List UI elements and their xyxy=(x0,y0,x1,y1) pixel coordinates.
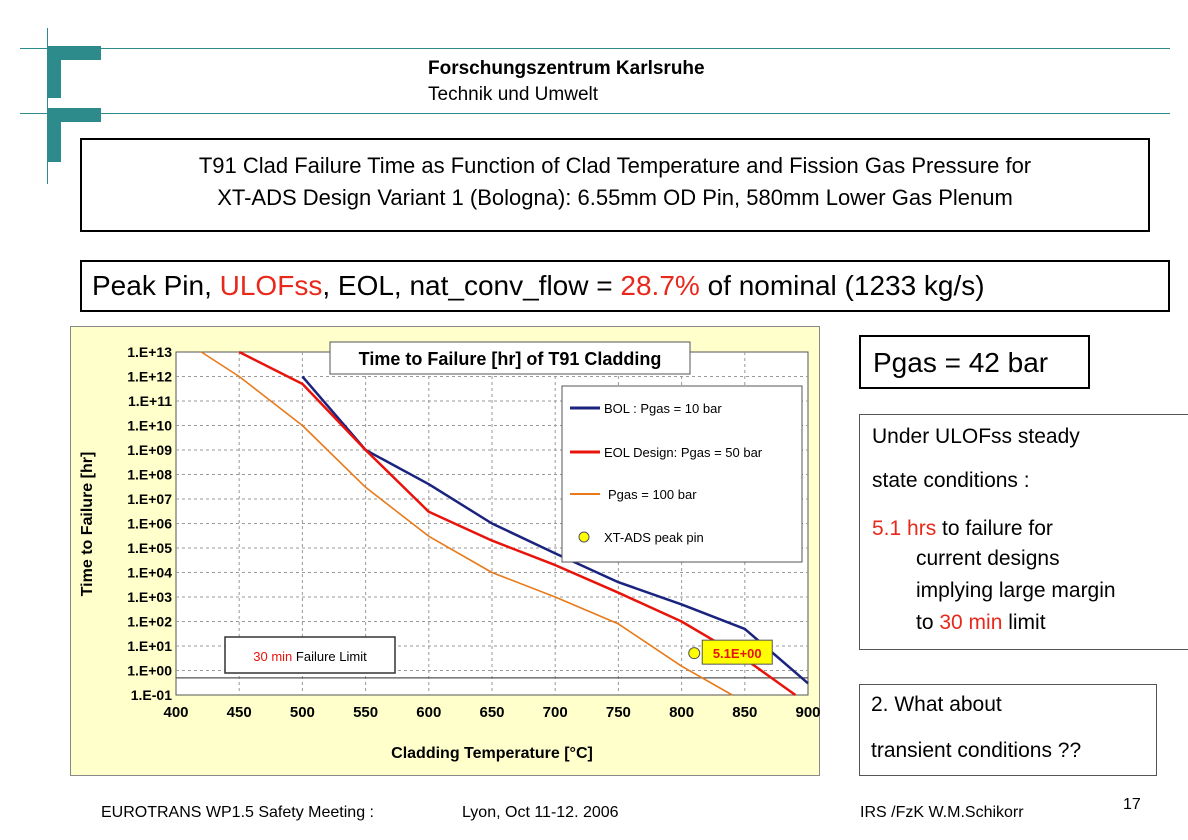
question-box: 2. What about transient conditions ?? xyxy=(859,684,1157,776)
pgas-box: Pgas = 42 bar xyxy=(859,335,1090,389)
subtitle-box: Peak Pin, ULOFss, EOL, nat_conv_flow = 2… xyxy=(80,260,1170,312)
series-line-pgas100 xyxy=(200,351,733,696)
subtitle-flow-percent: 28.7% xyxy=(620,270,700,301)
subtitle-part5: of nominal (1233 kg/s) xyxy=(699,270,985,301)
question-line1: 2. What about xyxy=(871,693,1002,716)
x-tick-label: 400 xyxy=(163,704,188,721)
x-tick-label: 850 xyxy=(732,704,757,721)
note-line3-rest: to failure for xyxy=(936,517,1053,540)
y-tick-label: 1.E+03 xyxy=(127,589,172,605)
note-line5: implying large margin xyxy=(916,579,1116,602)
note-line6: to 30 min limit xyxy=(916,611,1046,635)
peak-pin-value-label: 5.1E+00 xyxy=(713,646,762,661)
footer-place-date: Lyon, Oct 11-12. 2006 xyxy=(462,804,619,821)
x-tick-label: 800 xyxy=(669,704,694,721)
slide-title-line2: XT-ADS Design Variant 1 (Bologna): 6.55m… xyxy=(217,185,1013,210)
peak-pin-value-box xyxy=(701,639,773,665)
x-tick-label: 750 xyxy=(606,704,631,721)
failure-limit-label: 30 min Failure Limit xyxy=(253,649,367,664)
conditions-note-box: Under ULOFss steady state conditions : 5… xyxy=(859,414,1188,650)
x-tick-label: 600 xyxy=(416,704,441,721)
subtitle-part1: Peak Pin, xyxy=(92,270,220,301)
logo-bar-bottom-vertical xyxy=(47,108,61,162)
legend-label-eol: EOL Design: Pgas = 50 bar xyxy=(604,445,763,460)
header-rule-top xyxy=(20,48,1170,49)
note-line6-min: 30 min xyxy=(939,611,1003,634)
peak-pin-marker xyxy=(688,647,701,660)
note-line4: current designs xyxy=(916,547,1060,570)
logo-bar-top-vertical xyxy=(47,46,61,98)
failure-limit-label-rest: Failure Limit xyxy=(292,649,367,664)
y-tick-label: 1.E+12 xyxy=(127,369,172,385)
failure-limit-label-box xyxy=(224,636,396,674)
x-tick-label: 550 xyxy=(353,704,378,721)
y-tick-label: 1.E+06 xyxy=(127,516,172,532)
y-tick-label: 1.E+00 xyxy=(127,663,172,679)
subtitle-part3: , EOL, nat_conv_flow = xyxy=(322,270,621,301)
chart-legend: BOL : Pgas = 10 bar EOL Design: Pgas = 5… xyxy=(561,385,803,563)
failure-limit-label-minutes: 30 min xyxy=(253,649,292,664)
y-tick-label: 1.E+08 xyxy=(127,467,172,483)
x-tick-label: 450 xyxy=(227,704,252,721)
y-axis-label: Time to Failure [hr] xyxy=(79,452,96,597)
failure-time-chart: 30 min Failure Limit 5.1E+00 400 450 500 55… xyxy=(70,326,820,776)
footer-author: IRS /FzK W.M.Schikorr xyxy=(860,804,1024,821)
x-tick-label: 650 xyxy=(479,704,504,721)
y-tick-label: 1.E+01 xyxy=(127,638,172,654)
series-line-bol xyxy=(301,375,809,685)
subtitle-scenario: ULOFss xyxy=(219,270,323,301)
x-tick-label: 700 xyxy=(543,704,568,721)
y-tick-label: 1.E+10 xyxy=(127,418,172,434)
legend-box xyxy=(561,385,803,563)
note-line6-to: to xyxy=(916,611,940,634)
chart-title: Time to Failure [hr] of T91 Cladding xyxy=(359,349,662,369)
note-line2: state conditions : xyxy=(872,469,1030,492)
y-tick-label: 1.E+13 xyxy=(127,344,172,360)
footer-meeting: EUROTRANS WP1.5 Safety Meeting : xyxy=(101,804,374,821)
note-line1: Under ULOFss steady xyxy=(872,425,1080,448)
x-tick-label: 500 xyxy=(290,704,315,721)
page-number: 17 xyxy=(1123,796,1141,813)
note-hrs-value: 5.1 hrs xyxy=(872,517,937,540)
y-tick-label: 1.E+07 xyxy=(127,491,172,507)
x-tick-label: 900 xyxy=(795,704,820,721)
x-axis-label: Cladding Temperature [°C] xyxy=(391,745,593,762)
legend-label-pgas100: Pgas = 100 bar xyxy=(608,487,697,502)
department-name: Technik und Umwelt xyxy=(428,84,599,105)
y-tick-label: 1.E+04 xyxy=(127,565,172,581)
legend-label-peak-pin: XT-ADS peak pin xyxy=(604,530,704,545)
header-vertical-rule xyxy=(47,28,48,184)
note-line3: 5.1 hrs to failure for xyxy=(872,517,1053,541)
y-tick-label: 1.E+02 xyxy=(127,614,172,630)
legend-marker-peak-pin xyxy=(578,531,590,543)
y-tick-label: 1.E+11 xyxy=(128,393,172,409)
note-line6-rest: limit xyxy=(1002,611,1046,634)
y-tick-label: 1.E+05 xyxy=(127,540,172,556)
header-rule-bottom xyxy=(20,113,1170,114)
slide-title-line1: T91 Clad Failure Time as Function of Cla… xyxy=(198,153,1032,178)
legend-label-bol: BOL : Pgas = 10 bar xyxy=(604,401,722,416)
y-tick-label: 1.E-01 xyxy=(131,687,172,703)
question-line2: transient conditions ?? xyxy=(871,739,1082,762)
slide-title-box: T91 Clad Failure Time as Function of Cla… xyxy=(80,138,1150,232)
y-tick-label: 1.E+09 xyxy=(127,442,172,458)
chart-title-box xyxy=(329,341,691,375)
organization-name: Forschungszentrum Karlsruhe xyxy=(428,58,705,79)
